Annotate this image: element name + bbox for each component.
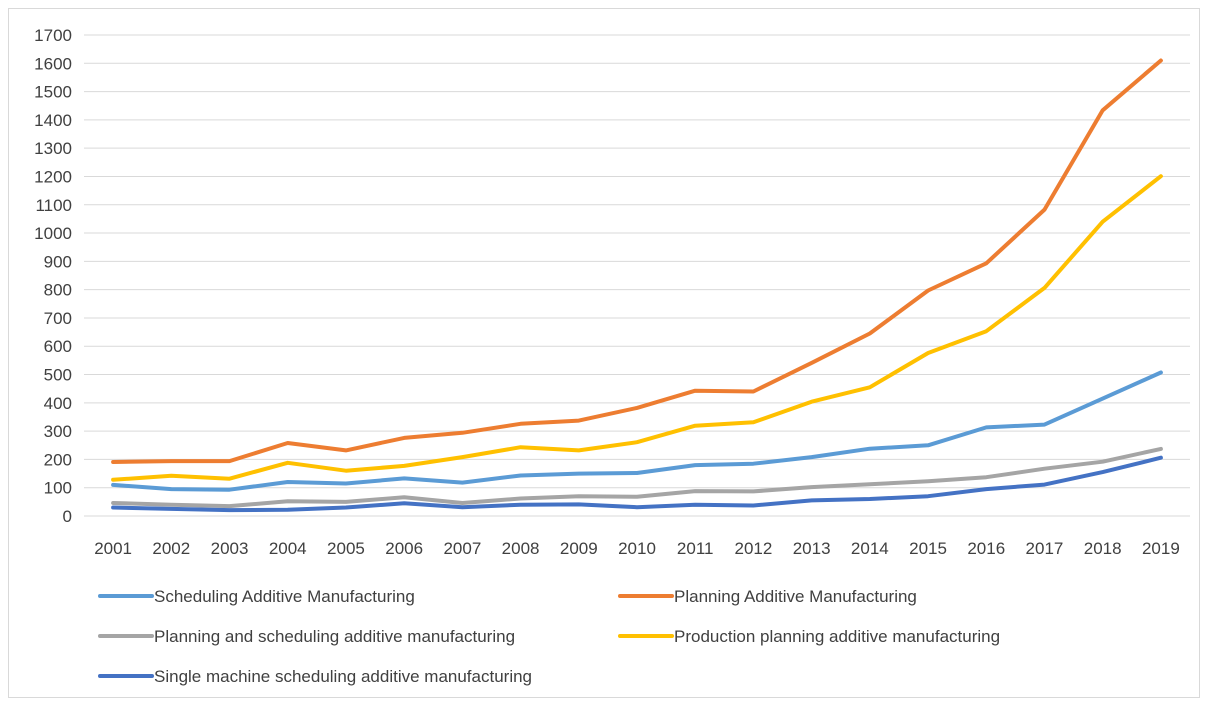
y-tick-label: 1600 [34,54,72,73]
series-line-3 [113,449,1161,506]
x-tick-label: 2014 [851,539,889,558]
x-tick-label: 2015 [909,539,947,558]
y-tick-label: 100 [44,479,72,498]
y-tick-label: 1400 [34,111,72,130]
x-tick-label: 2003 [211,539,249,558]
legend-label: Planning and scheduling additive manufac… [154,627,515,646]
y-tick-label: 1700 [34,26,72,45]
legend-item: Scheduling Additive Manufacturing [100,587,415,606]
x-tick-label: 2008 [502,539,540,558]
x-tick-label: 2002 [152,539,190,558]
x-tick-label: 2010 [618,539,656,558]
x-tick-label: 2009 [560,539,598,558]
x-tick-label: 2013 [793,539,831,558]
y-tick-label: 1300 [34,139,72,158]
x-tick-label: 2001 [94,539,132,558]
series-line-4 [113,176,1161,480]
y-tick-label: 1500 [34,83,72,102]
legend-label: Production planning additive manufacturi… [674,627,1000,646]
x-tick-label: 2011 [677,539,714,558]
y-tick-label: 1000 [34,224,72,243]
x-axis-tick-labels: 2001 2002 2003 2004 2005 2006 2007 2008 2009 2010… [94,539,1180,558]
legend-label: Planning Additive Manufacturing [674,587,917,606]
y-tick-label: 1200 [34,167,72,186]
legend-item: Planning and scheduling additive manufac… [100,627,515,646]
y-tick-label: 300 [44,422,72,441]
y-tick-label: 0 [63,507,72,526]
y-tick-label: 600 [44,337,72,356]
legend: Scheduling Additive Manufacturing Plannin… [100,587,1000,686]
legend-item: Production planning additive manufacturi… [620,627,1000,646]
x-tick-label: 2018 [1084,539,1122,558]
x-tick-label: 2016 [967,539,1005,558]
series-lines [113,61,1161,511]
x-tick-label: 2005 [327,539,365,558]
legend-label: Scheduling Additive Manufacturing [154,587,415,606]
y-tick-label: 700 [44,309,72,328]
x-tick-label: 2007 [443,539,481,558]
y-tick-label: 200 [44,450,72,469]
legend-label: Single machine scheduling additive manuf… [154,667,532,686]
y-tick-label: 500 [44,366,72,385]
y-tick-label: 400 [44,394,72,413]
x-tick-label: 2012 [735,539,773,558]
x-tick-label: 2006 [385,539,423,558]
x-tick-label: 2004 [269,539,307,558]
x-tick-label: 2019 [1142,539,1180,558]
y-axis-tick-labels: 0 100 200 300 400 500 600 700 800 900 1000 1100 1200… [34,26,72,526]
legend-item: Single machine scheduling additive manuf… [100,667,532,686]
x-tick-label: 2017 [1026,539,1064,558]
y-tick-label: 1100 [35,196,72,215]
y-tick-label: 800 [44,281,72,300]
y-tick-label: 900 [44,252,72,271]
legend-item: Planning Additive Manufacturing [620,587,917,606]
